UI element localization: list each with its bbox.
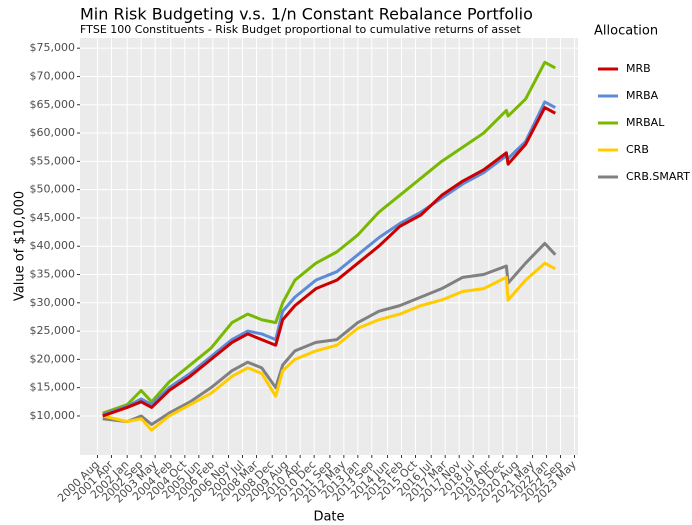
y-tick-label: $25,000 [30,324,76,337]
y-axis-label: Value of $10,000 [13,191,28,301]
y-tick-label: $70,000 [30,69,76,82]
series-line [102,100,556,417]
chart-title: Min Risk Budgeting v.s. 1/n Constant Reb… [80,5,533,24]
y-tick-label: $40,000 [30,239,76,252]
y-tick-label: $20,000 [30,352,76,365]
x-axis-label: Date [313,510,344,525]
legend-label: MRBA [626,89,659,102]
legend-label: MRB [626,62,651,75]
y-tick-label: $45,000 [30,211,76,224]
series-line [102,60,556,415]
y-tick-label: $55,000 [30,154,76,167]
y-tick-label: $50,000 [30,183,76,196]
series-line [102,261,556,432]
legend-title: Allocation [594,24,658,39]
y-tick-label: $65,000 [30,98,76,111]
series-line [102,106,556,418]
y-tick-label: $75,000 [30,41,76,54]
y-tick-label: $60,000 [30,126,76,139]
y-tick-label: $30,000 [30,296,76,309]
y-tick-label: $15,000 [30,381,76,394]
legend-label: CRB [626,143,649,156]
y-tick-label: $10,000 [30,409,76,422]
chart-subtitle: FTSE 100 Constituents - Risk Budget prop… [80,23,521,36]
legend-label: MRBAL [626,116,665,129]
y-tick-label: $35,000 [30,268,76,281]
legend-label: CRB.SMART [626,170,690,183]
series-line [102,241,557,426]
